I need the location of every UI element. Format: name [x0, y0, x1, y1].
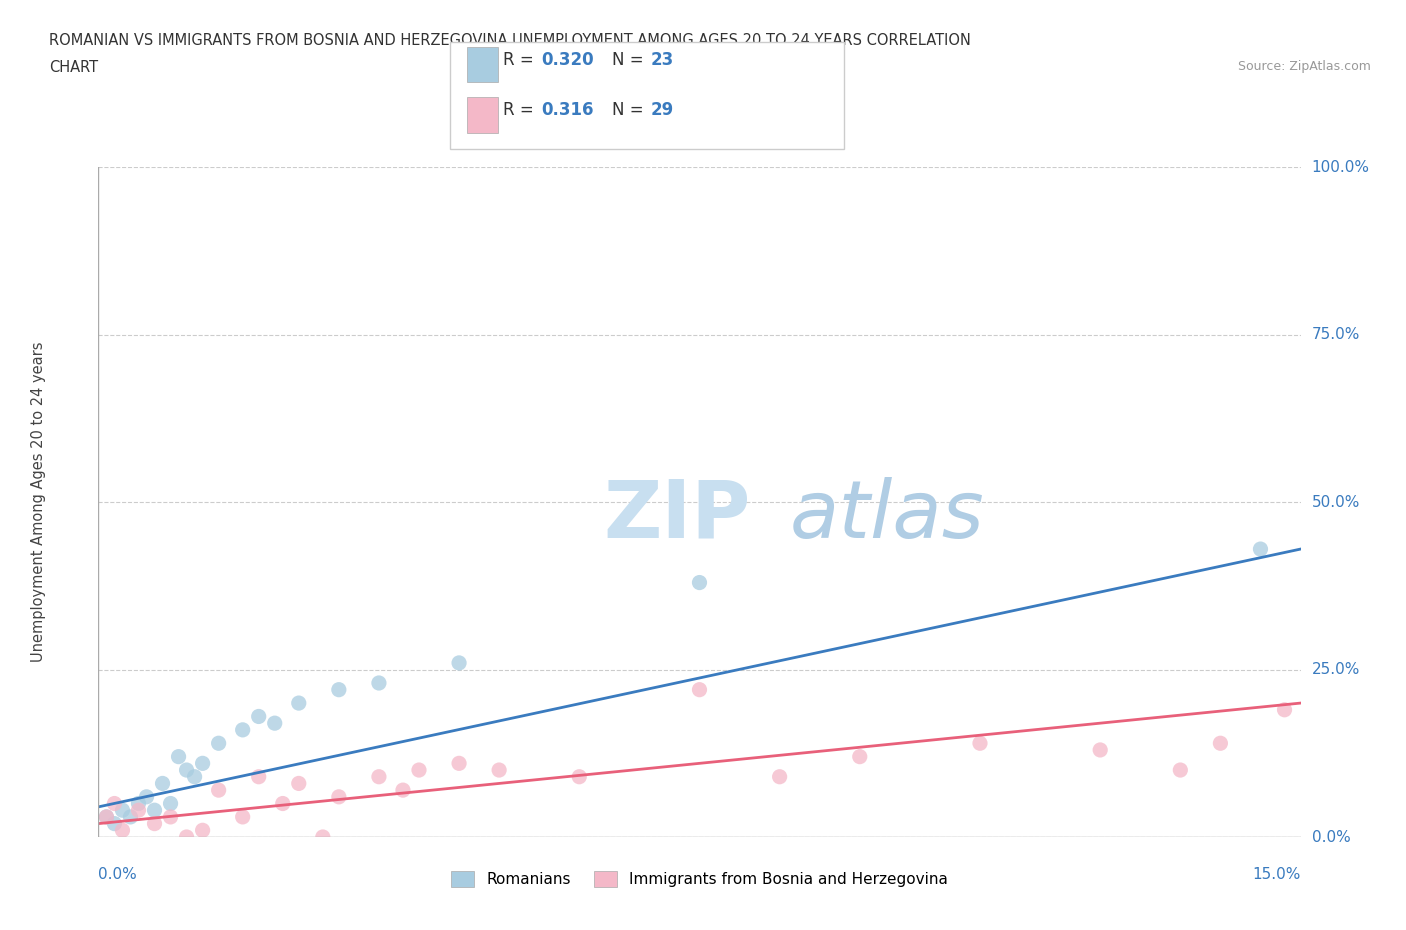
Point	[191, 756, 214, 771]
Point	[128, 796, 150, 811]
Text: 0.0%: 0.0%	[98, 867, 138, 883]
Point	[488, 763, 510, 777]
Text: Source: ZipAtlas.com: Source: ZipAtlas.com	[1237, 60, 1371, 73]
Point	[688, 683, 710, 698]
Text: atlas: atlas	[790, 476, 984, 554]
Text: 23: 23	[651, 51, 675, 69]
Point	[103, 796, 125, 811]
Point	[208, 736, 231, 751]
Point	[247, 709, 270, 724]
Point	[768, 769, 790, 784]
Point	[183, 769, 205, 784]
Point	[568, 769, 591, 784]
Point	[159, 796, 181, 811]
Point	[176, 763, 198, 777]
Point	[176, 830, 198, 844]
Point	[128, 803, 150, 817]
Text: 29: 29	[651, 101, 675, 119]
Text: N =: N =	[612, 51, 648, 69]
Text: R =: R =	[503, 101, 540, 119]
Point	[368, 675, 391, 690]
Point	[328, 683, 350, 698]
Text: CHART: CHART	[49, 60, 98, 75]
Point	[849, 750, 872, 764]
Text: 15.0%: 15.0%	[1253, 867, 1301, 883]
Point	[159, 809, 181, 824]
Point	[143, 817, 166, 831]
Point	[271, 796, 294, 811]
Point	[232, 723, 254, 737]
Point	[208, 783, 231, 798]
Point	[167, 750, 190, 764]
Point	[969, 736, 991, 751]
Point	[1088, 742, 1111, 757]
Point	[96, 809, 118, 824]
Text: R =: R =	[503, 51, 540, 69]
Text: 0.0%: 0.0%	[1312, 830, 1350, 844]
Text: 50.0%: 50.0%	[1312, 495, 1360, 510]
Point	[1274, 702, 1296, 717]
Text: ZIP: ZIP	[603, 476, 751, 554]
Point	[1250, 541, 1272, 556]
Point	[191, 823, 214, 838]
Point	[152, 776, 174, 790]
Text: ROMANIAN VS IMMIGRANTS FROM BOSNIA AND HERZEGOVINA UNEMPLOYMENT AMONG AGES 20 TO: ROMANIAN VS IMMIGRANTS FROM BOSNIA AND H…	[49, 33, 972, 47]
Text: 100.0%: 100.0%	[1312, 160, 1369, 175]
Point	[143, 803, 166, 817]
Point	[447, 656, 470, 671]
Point	[312, 830, 335, 844]
Legend: Romanians, Immigrants from Bosnia and Herzegovina: Romanians, Immigrants from Bosnia and He…	[446, 865, 953, 893]
Point	[135, 790, 157, 804]
Point	[247, 769, 270, 784]
Point	[408, 763, 430, 777]
Point	[392, 783, 415, 798]
Point	[1170, 763, 1192, 777]
Text: 75.0%: 75.0%	[1312, 327, 1360, 342]
Point	[111, 803, 134, 817]
Point	[120, 809, 142, 824]
Point	[263, 716, 285, 731]
Point	[103, 817, 125, 831]
Point	[287, 776, 309, 790]
Point	[328, 790, 350, 804]
Point	[111, 823, 134, 838]
Point	[447, 756, 470, 771]
Text: 25.0%: 25.0%	[1312, 662, 1360, 677]
Point	[232, 809, 254, 824]
Text: Unemployment Among Ages 20 to 24 years: Unemployment Among Ages 20 to 24 years	[31, 342, 46, 662]
Point	[368, 769, 391, 784]
Point	[688, 575, 710, 590]
Point	[96, 809, 118, 824]
Point	[1209, 736, 1232, 751]
Point	[287, 696, 309, 711]
Text: N =: N =	[612, 101, 648, 119]
Text: 0.320: 0.320	[541, 51, 593, 69]
Text: 0.316: 0.316	[541, 101, 593, 119]
